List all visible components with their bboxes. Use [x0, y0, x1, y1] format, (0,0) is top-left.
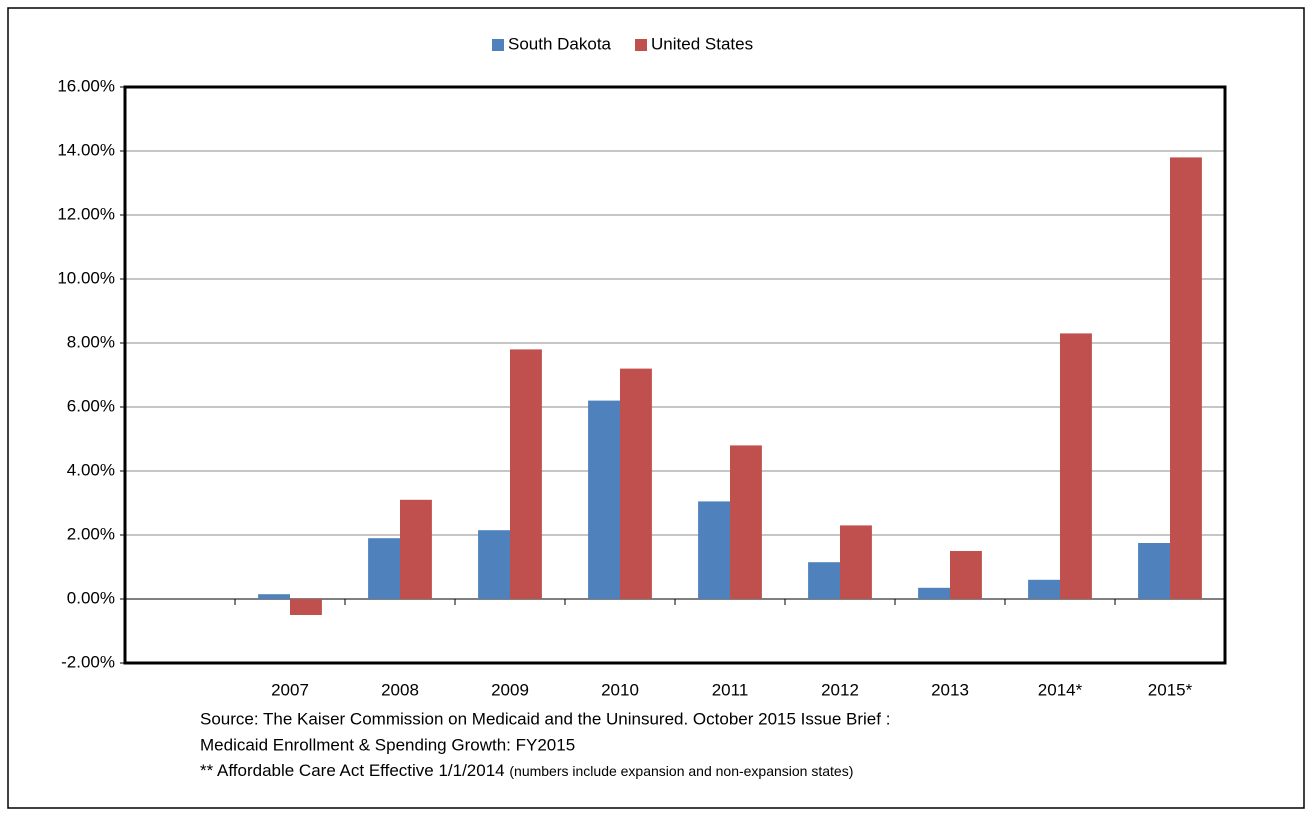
y-tick-label: 4.00%: [67, 460, 115, 479]
y-tick-label: 10.00%: [57, 268, 115, 287]
legend-label: United States: [651, 34, 753, 53]
bar: [368, 538, 400, 599]
x-tick-label: 2010: [601, 680, 639, 699]
note: ** Affordable Care Act Effective 1/1/201…: [200, 761, 853, 780]
bar: [510, 349, 542, 599]
y-tick-label: 0.00%: [67, 588, 115, 607]
y-tick-label: 8.00%: [67, 332, 115, 351]
x-tick-label: 2014*: [1038, 680, 1083, 699]
legend-swatch: [635, 39, 648, 51]
x-tick-label: 2007: [271, 680, 309, 699]
x-tick-label: 2009: [491, 680, 529, 699]
bar: [840, 525, 872, 599]
bar: [918, 587, 950, 599]
bar: [808, 562, 840, 599]
y-tick-label: 14.00%: [57, 140, 115, 159]
bar: [950, 551, 982, 599]
plot-frame: [123, 85, 1227, 665]
bar: [400, 499, 432, 599]
bar: [478, 530, 510, 599]
x-tick-label: 2013: [931, 680, 969, 699]
y-tick-label: 2.00%: [67, 524, 115, 543]
bar: [258, 594, 290, 599]
bar: [1060, 333, 1092, 599]
bar: [730, 445, 762, 599]
source-line: Medicaid Enrollment & Spending Growth: F…: [200, 735, 575, 754]
legend-label: South Dakota: [508, 34, 612, 53]
note-main: ** Affordable Care Act Effective 1/1/201…: [200, 761, 505, 780]
bar: [1138, 543, 1170, 599]
x-tick-label: 2015*: [1148, 680, 1193, 699]
bar: [698, 501, 730, 599]
bar: [620, 368, 652, 599]
y-tick-label: 6.00%: [67, 396, 115, 415]
chart-border: [7, 7, 1305, 809]
note-detail: (numbers include expansion and non-expan…: [509, 763, 853, 779]
source-line: Source: The Kaiser Commission on Medicai…: [200, 709, 890, 728]
x-tick-label: 2008: [381, 680, 419, 699]
bar: [1170, 157, 1202, 599]
y-tick-label: -2.00%: [61, 652, 115, 671]
x-tick-label: 2012: [821, 680, 859, 699]
y-tick-label: 12.00%: [57, 204, 115, 223]
y-tick-label: 16.00%: [57, 76, 115, 95]
x-tick-label: 2011: [712, 680, 749, 699]
bar: [588, 400, 620, 599]
bar: [290, 599, 322, 615]
legend-swatch: [492, 39, 504, 51]
bar: [1028, 579, 1060, 599]
